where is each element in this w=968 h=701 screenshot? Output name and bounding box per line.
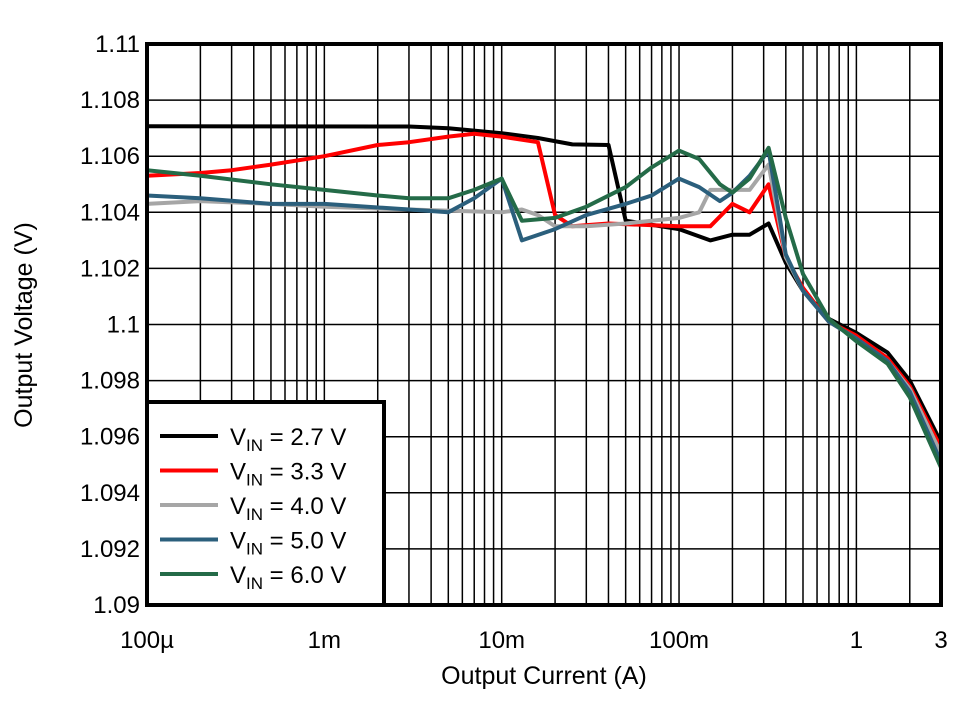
y-tick-labels: 1.11 1.108 1.106 1.104 1.102 1.1 1.098 1.096 1.0… — [80, 31, 140, 619]
series-line-4 — [146, 148, 943, 463]
legend-entry: VIN = 2.7 V — [230, 424, 346, 455]
series-lines — [146, 124, 943, 469]
x-tick-label: 10m — [478, 627, 525, 654]
legend-entry: VIN = 3.3 V — [230, 459, 346, 490]
y-tick-label: 1.1 — [107, 312, 140, 339]
x-tick-label: 1 — [850, 627, 863, 654]
y-tick-label: 1.106 — [80, 143, 140, 170]
plot-frame — [145, 42, 943, 607]
y-tick-label: 1.104 — [80, 199, 140, 226]
legend-entry: VIN = 5.0 V — [230, 528, 346, 559]
y-tick-label: 1.108 — [80, 87, 140, 114]
x-tick-label: 1m — [308, 627, 341, 654]
y-tick-label: 1.09 — [93, 592, 140, 619]
series-line-5 — [146, 145, 943, 469]
y-tick-label: 1.096 — [80, 424, 140, 451]
y-axis-label: Output Voltage (V) — [10, 222, 38, 428]
legend-entry: VIN = 4.0 V — [230, 493, 346, 524]
legend-entry: VIN = 6.0 V — [230, 562, 346, 593]
y-tick-label: 1.11 — [95, 31, 140, 58]
y-tick-label: 1.098 — [80, 368, 140, 395]
x-tick-label: 100µ — [120, 627, 174, 654]
x-tick-labels: 100µ 1m 10m 100m 1 3 — [120, 627, 948, 654]
series-line-1 — [146, 124, 943, 444]
x-tick-label: 100m — [649, 627, 709, 654]
x-tick-label: 3 — [934, 627, 947, 654]
y-tick-label: 1.094 — [80, 480, 140, 507]
x-axis-label: Output Current (A) — [441, 662, 647, 690]
y-tick-label: 1.102 — [80, 255, 140, 282]
y-tick-label: 1.092 — [80, 536, 140, 563]
